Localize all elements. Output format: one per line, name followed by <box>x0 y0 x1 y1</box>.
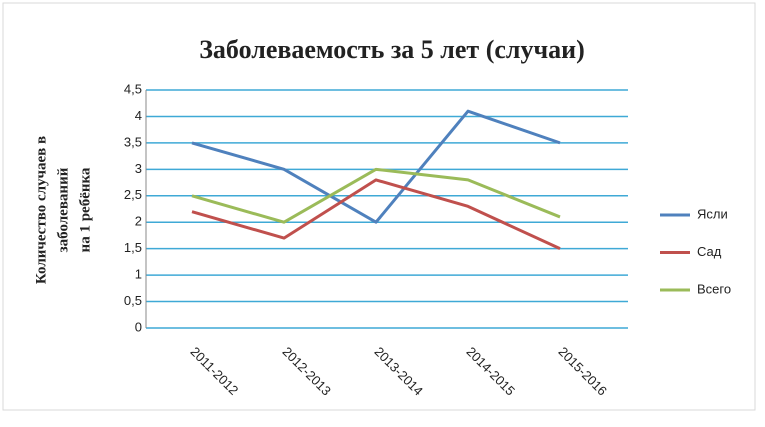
series-line <box>191 167 561 224</box>
y-tick-label: 1,5 <box>124 240 142 255</box>
legend-label: Всего <box>697 281 731 296</box>
y-tick-label: 0,5 <box>124 293 142 308</box>
chart-title: Заболеваемость за 5 лет (случаи) <box>199 35 585 64</box>
series-line <box>191 109 561 224</box>
y-tick-label: 4,5 <box>124 81 142 96</box>
y-tick-label: 4 <box>135 108 142 123</box>
chart-frame <box>2 2 756 411</box>
y-tick-label: 1 <box>135 267 142 282</box>
y-tick-label: 0 <box>135 319 142 334</box>
y-tick-label: 2,5 <box>124 187 142 202</box>
legend-label: Сад <box>697 244 722 259</box>
y-axis-title: на 1 ребёнка <box>77 167 93 252</box>
y-axis-title: Количество случаев в <box>33 136 49 284</box>
y-axis-title: заболеваний <box>55 167 71 252</box>
y-tick-label: 2 <box>135 214 142 229</box>
series-line <box>191 178 561 251</box>
y-tick-label: 3,5 <box>124 134 142 149</box>
y-tick-label: 3 <box>135 161 142 176</box>
legend-label: Ясли <box>697 206 728 221</box>
